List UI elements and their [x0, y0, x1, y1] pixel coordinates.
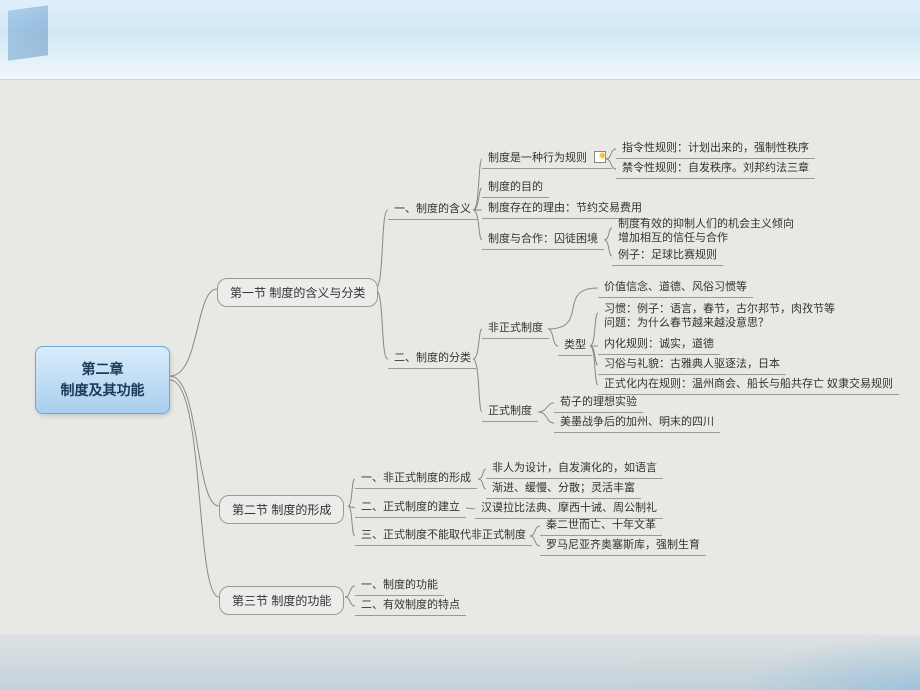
- leaf-l2[interactable]: 制度的目的: [482, 179, 549, 198]
- leaf-l4[interactable]: 制度与合作：囚徒困境: [482, 231, 604, 250]
- leaf-l5b2[interactable]: 问题：为什么春节越来越没意思？: [598, 315, 775, 333]
- leaf-l6a[interactable]: 荀子的理想实验: [554, 394, 643, 413]
- leaf-l4b[interactable]: 增加相互的信任与合作: [612, 230, 734, 248]
- section-2-node[interactable]: 第二节 制度的形成: [219, 495, 344, 524]
- sub-3a[interactable]: 一、制度的功能: [355, 577, 444, 596]
- leaf-l6[interactable]: 正式制度: [482, 403, 538, 422]
- leaf-l4c[interactable]: 例子：足球比赛规则: [612, 247, 723, 266]
- mindmap-canvas: 第二章 制度及其功能 第一节 制度的含义与分类 第二节 制度的形成 第三节 制度…: [0, 80, 920, 635]
- leaf-l6b[interactable]: 美墨战争后的加州、明末的四川: [554, 414, 720, 433]
- leaf-l5b[interactable]: 类型: [558, 337, 592, 356]
- sub-1a[interactable]: 一、制度的含义: [388, 201, 477, 220]
- section-1-node[interactable]: 第一节 制度的含义与分类: [217, 278, 378, 307]
- leaf-l5b5[interactable]: 正式化内在规则：温州商会、船长与船共存亡 奴隶交易规则: [598, 376, 899, 395]
- leaf-l1a[interactable]: 指令性规则：计划出来的，强制性秩序: [616, 140, 815, 159]
- leaf-l1b[interactable]: 禁令性规则：自发秩序。刘邦约法三章: [616, 160, 815, 179]
- leaf-l7a[interactable]: 非人为设计，自发演化的，如语言: [486, 460, 663, 479]
- leaf-l5a[interactable]: 价值信念、道德、风俗习惯等: [598, 279, 753, 298]
- sub-2c[interactable]: 三、正式制度不能取代非正式制度: [355, 527, 532, 546]
- sub-3b[interactable]: 二、有效制度的特点: [355, 597, 466, 616]
- sub-1b[interactable]: 二、制度的分类: [388, 350, 477, 369]
- leaf-l9b[interactable]: 罗马尼亚齐奥塞斯库，强制生育: [540, 537, 706, 556]
- leaf-l1[interactable]: 制度是一种行为规则: [482, 150, 612, 169]
- root-node[interactable]: 第二章 制度及其功能: [35, 346, 170, 414]
- root-title-line2: 制度及其功能: [61, 382, 145, 398]
- sub-2a[interactable]: 一、非正式制度的形成: [355, 470, 477, 489]
- slide-header-decoration: [0, 0, 920, 80]
- note-icon[interactable]: [594, 151, 606, 163]
- root-title-line1: 第二章: [82, 361, 124, 377]
- sub-2b[interactable]: 二、正式制度的建立: [355, 499, 466, 518]
- section-3-node[interactable]: 第三节 制度的功能: [219, 586, 344, 615]
- leaf-l9a[interactable]: 秦二世而亡、十年文革: [540, 517, 662, 536]
- leaf-l5b4[interactable]: 习俗与礼貌：古雅典人驱逐法，日本: [598, 356, 786, 375]
- leaf-l7b[interactable]: 渐进、缓慢、分散；灵活丰富: [486, 480, 641, 499]
- leaf-l5[interactable]: 非正式制度: [482, 320, 549, 339]
- slide-footer-decoration: [0, 635, 920, 690]
- leaf-l5b3[interactable]: 内化规则：诚实，道德: [598, 336, 720, 355]
